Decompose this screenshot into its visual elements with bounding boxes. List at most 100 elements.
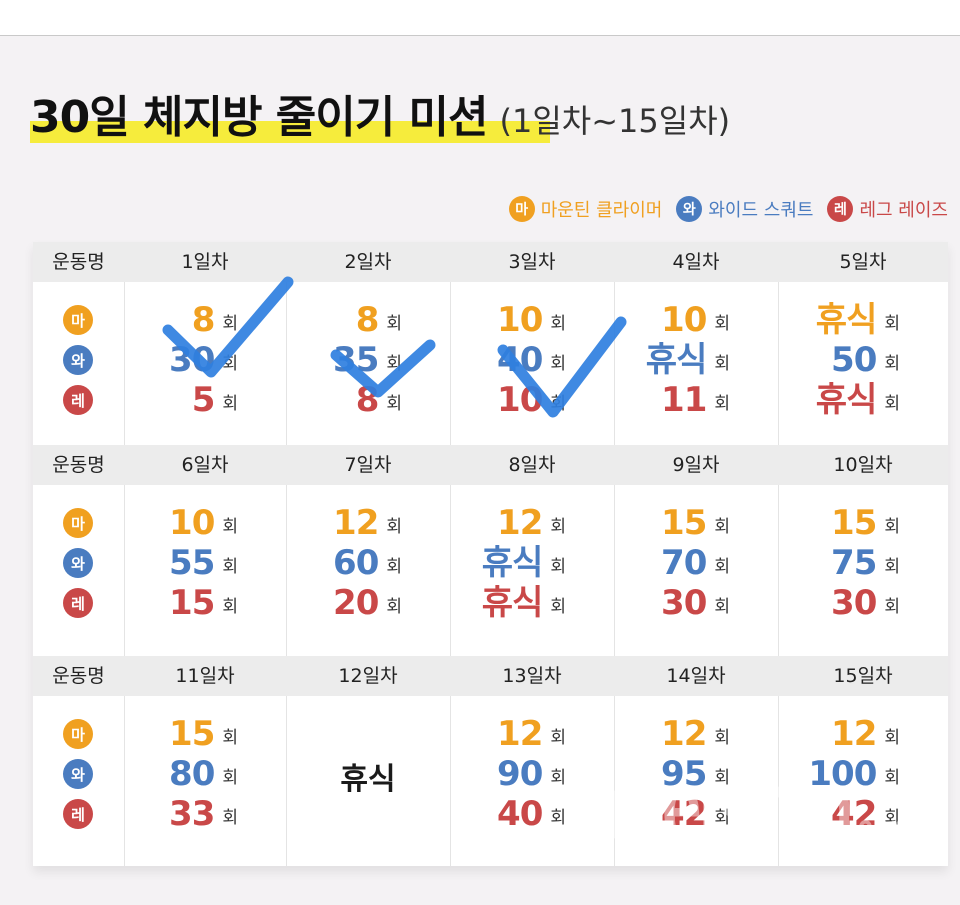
value-cell-wa: 휴식 회 bbox=[450, 543, 566, 583]
value-cell-ma: 12 회 bbox=[450, 503, 566, 543]
unit-label: 회 bbox=[386, 314, 402, 334]
legend-badge-wa: 와 bbox=[676, 196, 703, 222]
value-cell-ma: 12 회 bbox=[450, 714, 566, 754]
value-cell-wa: 100 회 bbox=[778, 754, 900, 794]
rep-count: 80 bbox=[169, 754, 215, 794]
rep-count: 5 bbox=[191, 380, 216, 420]
unit-label: 회 bbox=[884, 354, 900, 374]
column-divider bbox=[450, 242, 451, 866]
rep-count: 40 bbox=[497, 340, 543, 380]
column-divider bbox=[286, 242, 287, 866]
rep-count: 10 bbox=[169, 503, 215, 543]
value-cell-re: 30 회 bbox=[778, 583, 900, 623]
rep-count: 15 bbox=[661, 503, 707, 543]
unit-label: 회 bbox=[222, 768, 238, 788]
exercise-badge-wa: 와 bbox=[63, 548, 93, 578]
rep-count: 8 bbox=[355, 300, 380, 340]
value-cell-re: 20 회 bbox=[286, 583, 402, 623]
unit-label: 회 bbox=[222, 394, 238, 414]
rep-count: 70 bbox=[661, 543, 707, 583]
unit-label: 회 bbox=[884, 394, 900, 414]
exercise-badge-re: 레 bbox=[63, 385, 93, 415]
day-header: 10일차 bbox=[833, 454, 893, 476]
value-cell-ma: 10 회 bbox=[450, 300, 566, 340]
unit-label: 회 bbox=[550, 808, 566, 828]
day-header: 14일차 bbox=[666, 665, 726, 687]
unit-label: 회 bbox=[550, 728, 566, 748]
value-cell-re: 42 회 bbox=[778, 794, 900, 834]
day-header: 5일차 bbox=[839, 251, 887, 273]
watermark: dietshin.com bbox=[606, 750, 915, 865]
exercise-header: 운동명 bbox=[52, 665, 105, 687]
unit-label: 회 bbox=[386, 394, 402, 414]
unit-label: 회 bbox=[550, 314, 566, 334]
unit-label: 회 bbox=[884, 557, 900, 577]
unit-label: 회 bbox=[550, 597, 566, 617]
unit-label: 회 bbox=[884, 808, 900, 828]
unit-label: 회 bbox=[550, 354, 566, 374]
value-cell-ma: 12 회 bbox=[614, 714, 730, 754]
unit-label: 회 bbox=[714, 394, 730, 414]
unit-label: 회 bbox=[884, 597, 900, 617]
unit-label: 회 bbox=[714, 728, 730, 748]
rep-count: 휴식 bbox=[481, 583, 544, 623]
rep-count: 40 bbox=[497, 794, 543, 834]
value-cell-re: 30 회 bbox=[614, 583, 730, 623]
unit-label: 회 bbox=[714, 517, 730, 537]
rep-count: 15 bbox=[169, 583, 215, 623]
day-header: 7일차 bbox=[344, 454, 392, 476]
legend-item-wa: 와 와이드 스쿼트 bbox=[676, 196, 813, 222]
exercise-badge-wa: 와 bbox=[63, 759, 93, 789]
watermark-text: dietshin bbox=[605, 751, 854, 864]
unit-label: 회 bbox=[714, 597, 730, 617]
rep-count: 55 bbox=[169, 543, 215, 583]
unit-label: 회 bbox=[550, 557, 566, 577]
unit-label: 회 bbox=[386, 517, 402, 537]
value-cell-wa: 80 회 bbox=[124, 754, 238, 794]
rep-count: 10 bbox=[497, 380, 543, 420]
value-cell-re: 42 회 bbox=[614, 794, 730, 834]
value-cell-wa: 75 회 bbox=[778, 543, 900, 583]
rep-count: 90 bbox=[497, 754, 543, 794]
rep-count: 30 bbox=[661, 583, 707, 623]
day-header: 8일차 bbox=[508, 454, 556, 476]
unit-label: 회 bbox=[884, 728, 900, 748]
rep-count: 35 bbox=[333, 340, 379, 380]
rep-count: 50 bbox=[831, 340, 877, 380]
unit-label: 회 bbox=[222, 314, 238, 334]
rep-count: 95 bbox=[661, 754, 707, 794]
unit-label: 회 bbox=[222, 557, 238, 577]
value-cell-ma: 15 회 bbox=[778, 503, 900, 543]
rep-count: 100 bbox=[808, 754, 877, 794]
rep-count: 8 bbox=[355, 380, 380, 420]
exercise-badge-ma: 마 bbox=[63, 305, 93, 335]
unit-label: 회 bbox=[884, 517, 900, 537]
watermark-suffix: .com bbox=[849, 806, 915, 850]
rep-count: 휴식 bbox=[815, 380, 878, 420]
legend-label: 마운틴 클라이머 bbox=[540, 200, 663, 221]
day-header: 4일차 bbox=[672, 251, 720, 273]
unit-label: 회 bbox=[714, 354, 730, 374]
rep-count: 30 bbox=[831, 583, 877, 623]
value-cell-ma: 12 회 bbox=[778, 714, 900, 754]
day-header: 12일차 bbox=[338, 665, 398, 687]
legend-item-re: 레 레그 레이즈 bbox=[827, 196, 948, 222]
rep-count: 42 bbox=[831, 794, 877, 834]
header-row: 운동명 1일차 2일차 3일차 4일차 5일차 bbox=[33, 242, 948, 282]
unit-label: 회 bbox=[222, 728, 238, 748]
header-row: 운동명 6일차 7일차 8일차 9일차 10일차 bbox=[33, 445, 948, 485]
legend-badge-ma: 마 bbox=[508, 196, 535, 222]
value-cell-ma: 15 회 bbox=[614, 503, 730, 543]
day-header: 3일차 bbox=[508, 251, 556, 273]
unit-label: 회 bbox=[222, 354, 238, 374]
value-cell-ma: 15 회 bbox=[124, 714, 238, 754]
rep-count: 42 bbox=[661, 794, 707, 834]
value-cell-ma: 10 회 bbox=[124, 503, 238, 543]
value-cell-wa: 95 회 bbox=[614, 754, 730, 794]
exercise-badge-wa: 와 bbox=[63, 345, 93, 375]
unit-label: 회 bbox=[714, 557, 730, 577]
day-header: 11일차 bbox=[175, 665, 235, 687]
legend-item-ma: 마 마운틴 클라이머 bbox=[508, 196, 663, 222]
